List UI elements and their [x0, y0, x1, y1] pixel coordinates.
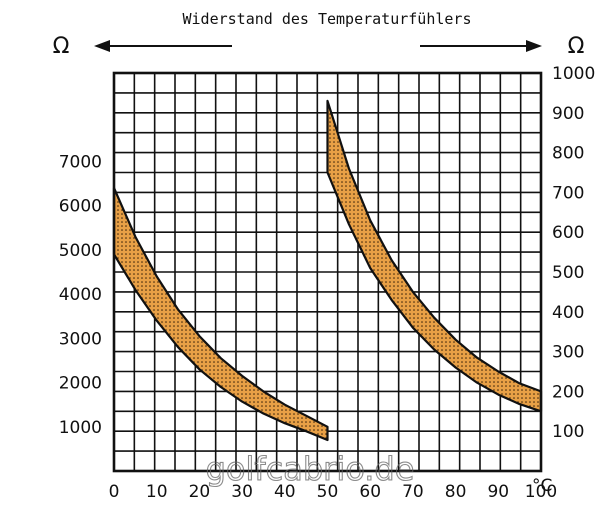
x-axis-ticks: 0 10 20 30 40 50 60 70 80 90 100: [109, 482, 558, 502]
x-tick-label: 50: [317, 482, 339, 502]
left-tick-label: 7000: [59, 152, 102, 172]
left-tick-label: 1000: [59, 418, 102, 438]
left-tick-label: 6000: [59, 197, 102, 217]
x-tick-label: 90: [487, 482, 509, 502]
x-tick-label: 30: [231, 482, 253, 502]
x-tick-label: 100: [525, 482, 557, 502]
left-arrow-icon: [94, 40, 232, 52]
x-tick-label: 10: [146, 482, 168, 502]
right-tick-label: 900: [552, 104, 584, 124]
x-tick-label: 60: [359, 482, 381, 502]
x-tick-label: 70: [402, 482, 424, 502]
left-unit-label: Ω: [53, 34, 70, 59]
right-tick-label: 600: [552, 223, 584, 243]
watermark: golfcabrio.de: [206, 450, 415, 488]
right-tick-label: 800: [552, 144, 584, 164]
right-tick-label: 500: [552, 263, 584, 283]
chart-title: Widerstand des Temperaturfühlers: [183, 10, 472, 28]
x-axis-unit: °C: [532, 476, 552, 496]
right-tick-label: 100: [552, 422, 584, 442]
resistance-bands: [112, 99, 543, 442]
x-tick-label: 80: [445, 482, 467, 502]
right-tick-label: 1000: [552, 64, 595, 84]
left-axis-ticks: 1000 2000 3000 4000 5000 6000 7000: [59, 152, 102, 437]
x-tick-label: 40: [274, 482, 296, 502]
right-tick-label: 400: [552, 303, 584, 323]
right-arrow-icon: [420, 40, 542, 52]
x-tick-label: 20: [189, 482, 211, 502]
resistance-band-right: [326, 99, 543, 413]
right-tick-label: 300: [552, 343, 584, 363]
left-tick-label: 3000: [59, 329, 102, 349]
right-unit-label: Ω: [568, 34, 585, 59]
left-tick-label: 4000: [59, 285, 102, 305]
right-tick-label: 700: [552, 183, 584, 203]
right-tick-label: 200: [552, 382, 584, 402]
x-tick-label: 0: [109, 482, 120, 502]
right-axis-ticks: 100 200 300 400 500 600 700 800 900 1000: [552, 64, 595, 442]
left-tick-label: 5000: [59, 241, 102, 261]
resistance-band-left: [112, 186, 329, 442]
plot-frame: [112, 71, 543, 473]
left-tick-label: 2000: [59, 374, 102, 394]
